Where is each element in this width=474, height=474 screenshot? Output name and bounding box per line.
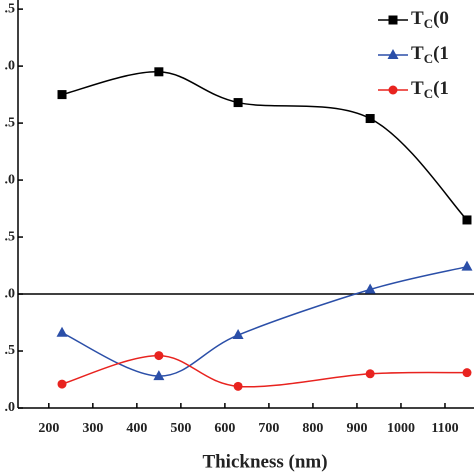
y-tick-label: .5 [5, 115, 16, 130]
x-tick-label: 900 [346, 421, 367, 436]
marker [388, 85, 398, 95]
legend-label: TC(1 [411, 78, 449, 101]
x-tick-label: 1100 [431, 421, 458, 436]
marker [233, 381, 243, 391]
marker [153, 370, 165, 381]
legend-text: T [411, 43, 424, 64]
marker [462, 368, 472, 378]
x-tick-label: 600 [214, 421, 235, 436]
marker [154, 351, 164, 361]
legend-text: T [411, 8, 424, 29]
x-tick-label: 300 [82, 421, 103, 436]
legend-text: (1 [433, 78, 449, 99]
x-tick-label: 1000 [387, 421, 415, 436]
marker [387, 49, 399, 59]
marker [57, 379, 67, 389]
legend-text: T [411, 78, 424, 99]
x-tick-label: 800 [302, 421, 323, 436]
series-line [61, 71, 468, 221]
marker [154, 67, 164, 77]
x-tick-label: 400 [126, 421, 147, 436]
y-tick-label: .0 [5, 286, 16, 301]
x-tick-label: 500 [170, 421, 191, 436]
marker [365, 114, 375, 124]
marker [232, 329, 244, 340]
series-line [61, 354, 467, 388]
marker [57, 90, 67, 100]
marker [364, 283, 376, 294]
y-tick-label: .5 [5, 229, 16, 244]
legend-text: (1 [433, 43, 449, 64]
x-tick-label: 200 [38, 421, 59, 436]
marker [56, 326, 68, 337]
marker [233, 98, 243, 108]
marker [462, 215, 472, 225]
marker [365, 369, 375, 379]
legend-text: C [424, 86, 433, 101]
legend-label: TC(1 [411, 43, 449, 66]
marker [461, 260, 473, 271]
x-tick-label: 700 [258, 421, 279, 436]
legend-label: TC(0 [411, 8, 449, 31]
y-tick-label: .0 [5, 172, 16, 187]
legend-text: (0 [433, 8, 449, 29]
legend-text: C [424, 16, 433, 31]
y-tick-label: .5 [5, 343, 16, 358]
legend-text: C [424, 51, 433, 66]
x-axis-label: Thickness (nm) [202, 451, 327, 472]
y-tick-label: .5 [5, 1, 16, 16]
series-line [61, 265, 468, 377]
y-tick-label: .0 [5, 400, 16, 415]
y-tick-label: .0 [5, 58, 16, 73]
marker [388, 15, 398, 25]
